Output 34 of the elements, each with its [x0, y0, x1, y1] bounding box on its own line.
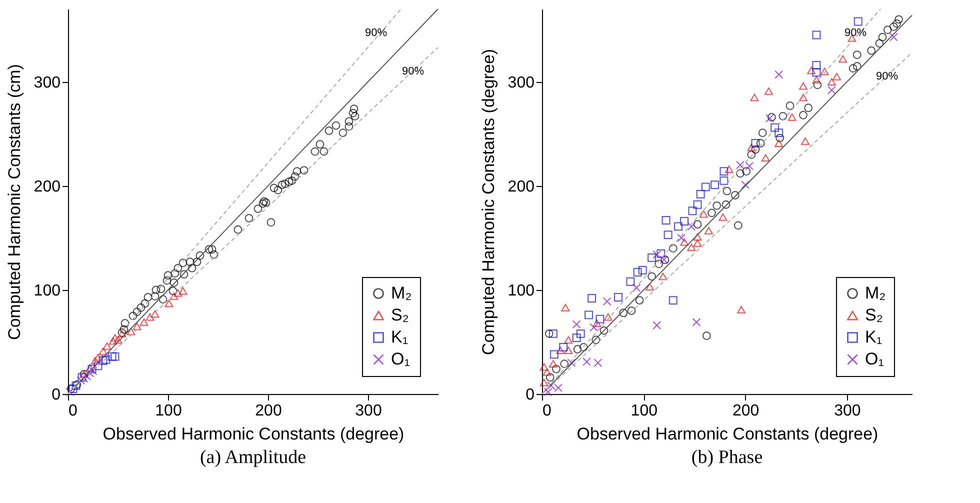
legend-label: K₁ — [391, 328, 408, 346]
legend-label: S₂ — [865, 306, 883, 324]
x-tick-label: 300 — [834, 402, 861, 420]
x-tick-label: 0 — [68, 402, 78, 420]
x-tick-label: 300 — [355, 402, 382, 420]
y-tick-label: 300 — [508, 74, 535, 92]
y-axis-title: Computed Harmonic Constants (cm) — [4, 64, 24, 340]
text: (b) Phase — [691, 447, 763, 468]
x-tick-label: 200 — [732, 402, 760, 420]
legend-label: M₂ — [391, 284, 412, 302]
y-axis-title: Computed Harmonic Constants (degree) — [478, 48, 498, 356]
legend-label: S₂ — [391, 306, 409, 324]
x-tick-label: 200 — [255, 402, 282, 420]
x-tick-label: 0 — [542, 402, 552, 420]
annotation: 90% — [402, 66, 424, 78]
y-tick-label: 100 — [34, 282, 61, 300]
annotation: 90% — [876, 70, 898, 83]
y-tick-label: 300 — [34, 74, 61, 92]
legend-label: M₂ — [865, 284, 886, 302]
y-tick-label: 0 — [52, 386, 61, 404]
y-tick-label: 100 — [508, 282, 535, 300]
annotation: 90% — [844, 27, 867, 39]
x-axis-title: Observed Harmonic Constants (degree) — [102, 424, 404, 444]
x-tick-label: 100 — [155, 402, 182, 420]
legend-label: O₁ — [865, 350, 884, 368]
annotation: 90% — [364, 27, 388, 39]
y-tick-label: 0 — [526, 386, 535, 404]
text: (a) Amplitude — [200, 447, 306, 468]
y-tick-label: 200 — [34, 178, 61, 196]
x-tick-label: 100 — [630, 402, 658, 420]
x-axis-title: Observed Harmonic Constants (degree) — [576, 424, 878, 444]
legend-label: O₁ — [391, 350, 410, 368]
legend-label: K₁ — [865, 328, 882, 346]
y-tick-label: 200 — [508, 178, 535, 196]
